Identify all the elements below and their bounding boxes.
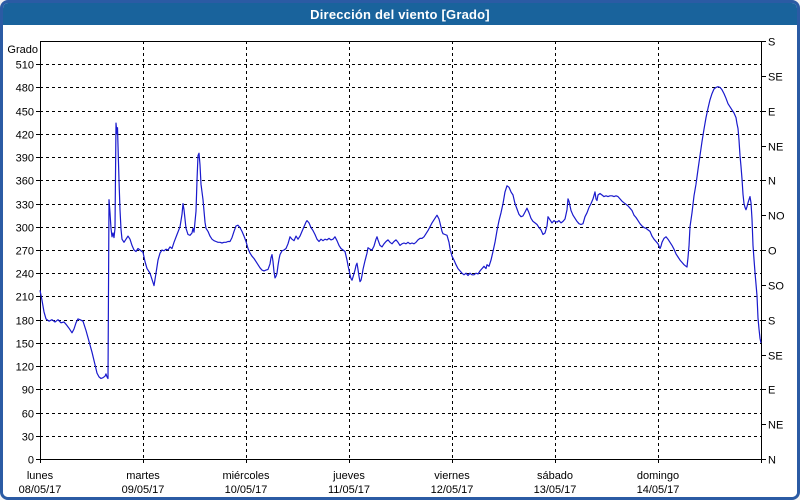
compass-label: E <box>768 385 775 397</box>
date-label: 11/05/17 <box>328 484 370 496</box>
compass-label: S <box>768 37 775 49</box>
left-axis-label: 270 <box>16 246 34 258</box>
weekday-label: sábado <box>537 470 573 482</box>
compass-label: SO <box>768 281 784 293</box>
weekday-label: miércoles <box>222 470 270 482</box>
left-axis-label: 240 <box>16 269 34 281</box>
weekday-label: martes <box>126 470 160 482</box>
weekday-label: lunes <box>27 470 54 482</box>
left-axis-label: 60 <box>22 409 34 421</box>
chart-region: 0 30 60 90 120 150 180 210 240 270 300 330 360 390 420… <box>3 25 797 497</box>
weekday-label: domingo <box>637 470 679 482</box>
compass-label: N <box>768 455 776 467</box>
left-axis-label: 450 <box>16 107 34 119</box>
left-axis-label: 390 <box>16 153 34 165</box>
y-axis-title: Grado <box>7 44 38 56</box>
left-axis-label: 300 <box>16 223 34 235</box>
compass-label: SE <box>768 72 783 84</box>
left-axis-label: 480 <box>16 83 34 95</box>
date-label: 10/05/17 <box>225 484 268 496</box>
left-axis-label: 210 <box>16 292 34 304</box>
left-axis-label: 0 <box>28 455 34 467</box>
compass-label: S <box>768 316 775 328</box>
compass-label: O <box>768 246 777 258</box>
title-bar: Dirección del viento [Grado] <box>3 3 797 25</box>
left-axis-label: 510 <box>16 60 34 72</box>
date-label: 08/05/17 <box>19 484 62 496</box>
compass-label: NE <box>768 420 783 432</box>
left-axis-label: 330 <box>16 200 34 212</box>
left-axis-label: 90 <box>22 385 34 397</box>
wind-direction-chart: 0 30 60 90 120 150 180 210 240 270 300 330 360 390 420… <box>7 37 785 497</box>
compass-label: NE <box>768 142 783 154</box>
left-axis-label: 120 <box>16 362 34 374</box>
date-label: 12/05/17 <box>431 484 474 496</box>
left-axis-label: 30 <box>22 432 34 444</box>
date-label: 14/05/17 <box>637 484 680 496</box>
compass-label: SE <box>768 351 783 363</box>
compass-label: E <box>768 107 775 119</box>
left-axis-label: 360 <box>16 176 34 188</box>
chart-title: Dirección del viento [Grado] <box>310 6 490 22</box>
left-axis-label: 180 <box>16 316 34 328</box>
compass-label: N <box>768 176 776 188</box>
left-axis-label: 150 <box>16 339 34 351</box>
weekday-label: viernes <box>434 470 470 482</box>
wind-direction-series-line <box>39 86 762 380</box>
date-label: 09/05/17 <box>122 484 165 496</box>
compass-label: NO <box>768 211 785 223</box>
left-axis-label: 420 <box>16 130 34 142</box>
date-label: 13/05/17 <box>534 484 577 496</box>
weekday-label: jueves <box>332 470 365 482</box>
